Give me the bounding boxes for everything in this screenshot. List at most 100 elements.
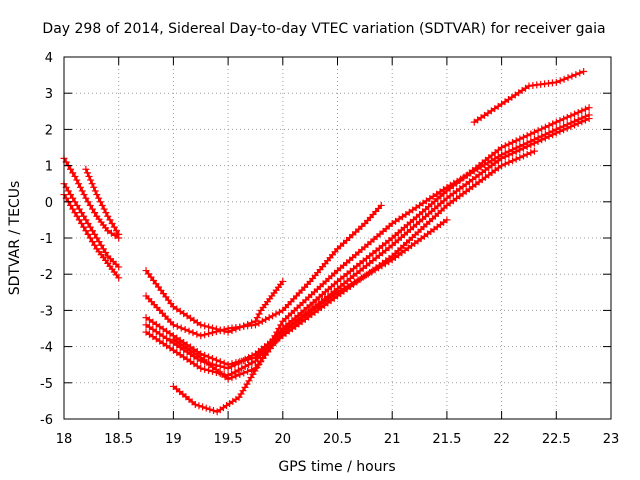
data-point xyxy=(95,238,103,246)
x-tick-label: 19.5 xyxy=(214,432,243,447)
series-line xyxy=(145,204,383,337)
data-point xyxy=(552,125,560,133)
data-point xyxy=(93,234,101,242)
data-point xyxy=(556,117,564,125)
data-point xyxy=(107,229,115,237)
data-point xyxy=(84,198,92,206)
data-point xyxy=(240,369,248,377)
data-point xyxy=(197,321,205,329)
data-point xyxy=(205,330,213,338)
data-point xyxy=(78,187,86,195)
data-point xyxy=(91,241,99,249)
data-point xyxy=(86,201,94,209)
data-point xyxy=(67,201,75,209)
data-point xyxy=(115,274,123,282)
x-tick-label: 18 xyxy=(56,432,73,447)
data-point xyxy=(512,137,520,145)
data-point xyxy=(88,205,96,213)
x-tick-label: 22.5 xyxy=(542,432,571,447)
data-point xyxy=(530,128,538,136)
data-point xyxy=(545,122,553,130)
data-point xyxy=(104,227,112,235)
data-point xyxy=(104,212,112,220)
data-point xyxy=(248,366,256,374)
data-point xyxy=(73,176,81,184)
data-point xyxy=(80,191,88,199)
data-point xyxy=(581,113,589,121)
data-point xyxy=(88,238,96,246)
data-point xyxy=(228,374,236,382)
series-arc-c1 xyxy=(470,67,588,126)
data-point xyxy=(498,162,506,170)
data-point xyxy=(97,241,105,249)
data-point xyxy=(73,212,81,220)
y-tick-label: -1 xyxy=(40,232,53,247)
data-point xyxy=(99,245,107,253)
data-point xyxy=(509,157,517,165)
data-point xyxy=(78,209,86,217)
data-point xyxy=(69,205,77,213)
data-point xyxy=(90,183,98,191)
data-point xyxy=(519,141,527,149)
data-point xyxy=(100,205,108,213)
data-point xyxy=(265,343,273,351)
data-point xyxy=(216,362,224,370)
data-point xyxy=(108,220,116,228)
data-point xyxy=(512,155,520,163)
data-point xyxy=(111,232,119,240)
data-point xyxy=(516,135,524,143)
data-point xyxy=(271,332,279,340)
x-tick-label: 22 xyxy=(493,432,510,447)
data-point xyxy=(102,209,110,217)
data-point xyxy=(545,129,553,137)
data-point xyxy=(102,248,110,256)
y-axis-label: SDTVAR / TECUs xyxy=(7,181,23,296)
data-point xyxy=(269,335,277,343)
data-point xyxy=(572,71,580,79)
data-point xyxy=(69,169,77,177)
data-point xyxy=(443,216,451,224)
data-point xyxy=(505,147,513,155)
data-point xyxy=(86,234,94,242)
y-tick-label: 3 xyxy=(45,87,53,102)
data-point xyxy=(216,327,224,335)
data-point xyxy=(275,325,283,332)
data-point xyxy=(534,134,542,142)
data-point xyxy=(220,363,228,371)
data-point xyxy=(91,187,99,195)
data-point xyxy=(259,353,267,361)
data-point xyxy=(205,353,213,361)
data-point xyxy=(71,209,79,217)
data-point xyxy=(530,136,538,144)
x-tick-label: 20 xyxy=(275,432,292,447)
data-point xyxy=(73,201,81,209)
data-point xyxy=(82,227,90,235)
x-tick-label: 21 xyxy=(384,432,401,447)
y-tick-label: 0 xyxy=(45,196,53,211)
data-point xyxy=(585,104,593,112)
y-tick-label: -5 xyxy=(40,377,53,392)
data-point xyxy=(106,216,114,224)
data-point xyxy=(538,125,546,133)
data-point xyxy=(71,198,79,206)
data-point xyxy=(189,329,197,337)
data-point xyxy=(580,67,588,75)
data-point xyxy=(512,144,520,152)
data-point xyxy=(574,109,582,117)
data-point xyxy=(253,314,261,322)
data-point xyxy=(76,183,84,191)
data-point xyxy=(64,187,72,195)
data-point xyxy=(498,151,506,159)
data-point xyxy=(110,223,118,231)
data-point xyxy=(80,223,88,231)
data-point xyxy=(181,326,189,334)
data-point xyxy=(169,321,177,329)
data-point xyxy=(519,152,527,160)
data-point xyxy=(578,107,586,115)
data-point xyxy=(255,310,263,318)
data-point xyxy=(185,327,193,335)
data-point xyxy=(220,326,228,334)
data-point xyxy=(257,357,265,365)
axis-ticks: 18 18.5 19 19.5 20 20.5 21 21.5 22 22.5 23-6-5-4-3… xyxy=(40,51,619,447)
data-point xyxy=(523,150,531,158)
